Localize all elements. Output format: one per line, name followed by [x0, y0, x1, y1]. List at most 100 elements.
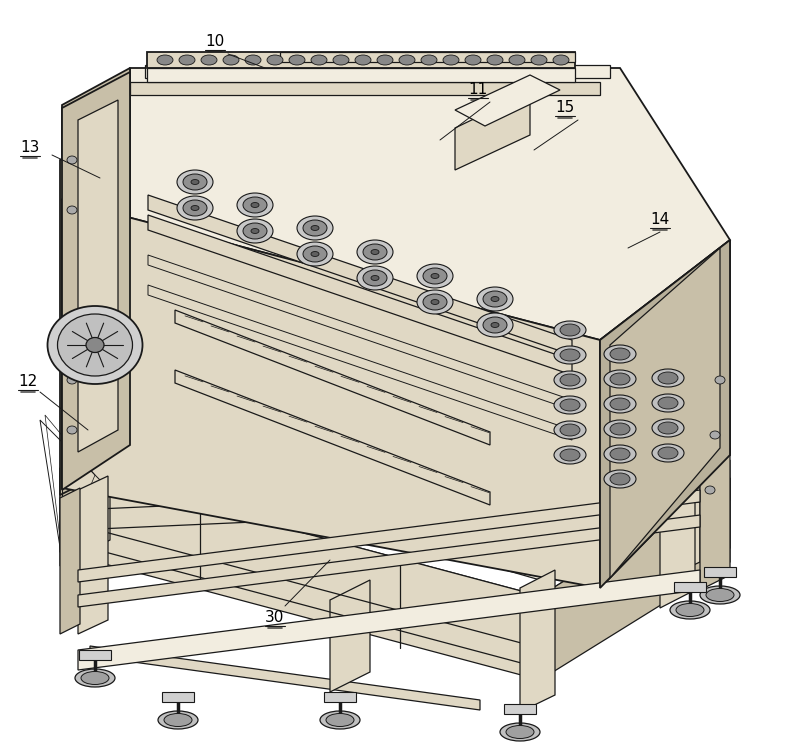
Ellipse shape [58, 314, 133, 376]
Ellipse shape [158, 711, 198, 729]
Ellipse shape [531, 55, 547, 65]
Polygon shape [455, 92, 530, 170]
Polygon shape [175, 310, 490, 445]
Ellipse shape [417, 264, 453, 288]
Polygon shape [175, 370, 490, 505]
Ellipse shape [705, 486, 715, 494]
Polygon shape [62, 68, 130, 160]
Ellipse shape [371, 276, 379, 281]
Ellipse shape [509, 55, 525, 65]
Ellipse shape [652, 444, 684, 462]
Ellipse shape [431, 273, 439, 279]
Ellipse shape [311, 226, 319, 230]
Ellipse shape [357, 266, 393, 290]
Polygon shape [147, 68, 575, 82]
Ellipse shape [67, 206, 77, 214]
Polygon shape [62, 72, 130, 490]
Ellipse shape [604, 445, 636, 463]
Ellipse shape [443, 55, 459, 65]
Polygon shape [704, 567, 736, 577]
Polygon shape [78, 570, 700, 670]
Ellipse shape [554, 371, 586, 389]
Ellipse shape [610, 473, 630, 485]
Polygon shape [148, 195, 572, 355]
Ellipse shape [431, 300, 439, 304]
Ellipse shape [311, 251, 319, 257]
Ellipse shape [191, 205, 199, 211]
Polygon shape [504, 704, 536, 714]
Text: 15: 15 [555, 100, 574, 116]
Ellipse shape [465, 55, 481, 65]
Polygon shape [610, 248, 720, 578]
Polygon shape [90, 646, 480, 710]
Polygon shape [324, 692, 356, 702]
Ellipse shape [604, 345, 636, 363]
Ellipse shape [604, 370, 636, 388]
Ellipse shape [267, 55, 283, 65]
Text: 14: 14 [650, 212, 670, 227]
Ellipse shape [191, 180, 199, 184]
Ellipse shape [303, 220, 327, 236]
Ellipse shape [560, 449, 580, 461]
Ellipse shape [554, 446, 586, 464]
Ellipse shape [399, 55, 415, 65]
Ellipse shape [604, 395, 636, 413]
Polygon shape [700, 448, 730, 590]
Ellipse shape [700, 586, 740, 604]
Ellipse shape [357, 240, 393, 264]
Ellipse shape [554, 396, 586, 414]
Ellipse shape [245, 55, 261, 65]
Ellipse shape [243, 197, 267, 213]
Ellipse shape [237, 219, 273, 243]
Ellipse shape [560, 399, 580, 411]
Ellipse shape [560, 349, 580, 361]
Ellipse shape [355, 55, 371, 65]
Text: 12: 12 [18, 374, 38, 390]
Ellipse shape [676, 603, 704, 617]
Ellipse shape [333, 55, 349, 65]
Polygon shape [90, 432, 720, 580]
Polygon shape [78, 476, 108, 634]
Polygon shape [75, 450, 110, 558]
Ellipse shape [177, 170, 213, 194]
Text: 10: 10 [206, 35, 225, 50]
Ellipse shape [363, 244, 387, 260]
Polygon shape [145, 65, 610, 78]
Polygon shape [672, 475, 700, 575]
Ellipse shape [706, 588, 734, 602]
Ellipse shape [610, 448, 630, 460]
Ellipse shape [477, 287, 513, 311]
Ellipse shape [500, 723, 540, 741]
Ellipse shape [377, 55, 393, 65]
Ellipse shape [289, 55, 305, 65]
Ellipse shape [487, 55, 503, 65]
Polygon shape [520, 570, 555, 712]
Ellipse shape [363, 270, 387, 286]
Polygon shape [130, 82, 600, 95]
Ellipse shape [715, 376, 725, 384]
Ellipse shape [311, 55, 327, 65]
Ellipse shape [554, 346, 586, 364]
Ellipse shape [610, 373, 630, 385]
Polygon shape [78, 100, 118, 452]
Polygon shape [148, 285, 572, 440]
Polygon shape [60, 125, 130, 495]
Ellipse shape [251, 229, 259, 233]
Polygon shape [62, 68, 130, 488]
Ellipse shape [75, 669, 115, 687]
Ellipse shape [506, 726, 534, 738]
Polygon shape [60, 468, 78, 566]
Ellipse shape [371, 249, 379, 254]
Ellipse shape [610, 398, 630, 410]
Ellipse shape [560, 324, 580, 336]
Polygon shape [540, 478, 730, 680]
Ellipse shape [179, 55, 195, 65]
Ellipse shape [710, 431, 720, 439]
Polygon shape [65, 320, 75, 370]
Ellipse shape [183, 174, 207, 190]
Ellipse shape [421, 55, 437, 65]
Ellipse shape [67, 376, 77, 384]
Ellipse shape [554, 421, 586, 439]
Ellipse shape [491, 297, 499, 301]
Ellipse shape [417, 290, 453, 314]
